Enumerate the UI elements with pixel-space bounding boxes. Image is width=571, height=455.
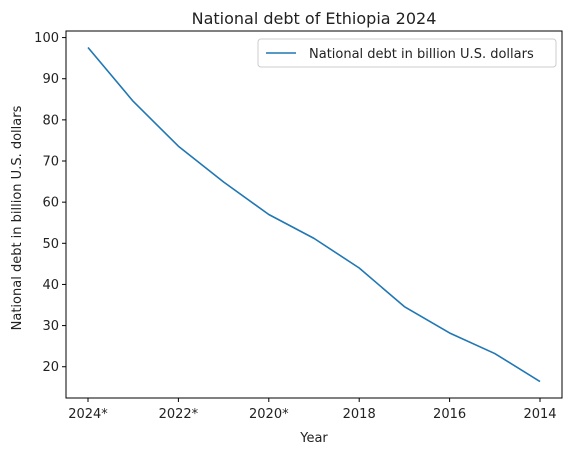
x-tick-label: 2014 xyxy=(523,407,556,422)
y-axis-label: National debt in billion U.S. dollars xyxy=(10,105,25,330)
y-tick-label: 90 xyxy=(42,72,59,87)
y-axis: 20 30 40 50 60 70 80 90 100 xyxy=(34,31,66,375)
chart-title: National debt of Ethiopia 2024 xyxy=(192,9,437,28)
series-line-national-debt xyxy=(87,46,541,383)
plot-area xyxy=(65,30,563,399)
y-tick-label: 30 xyxy=(42,319,59,334)
y-tick-label: 40 xyxy=(42,278,59,293)
x-tick-label: 2022* xyxy=(159,407,199,422)
y-tick-label: 100 xyxy=(34,31,59,46)
x-tick-label: 2018 xyxy=(343,407,376,422)
x-tick-label: 2020* xyxy=(249,407,289,422)
y-tick-label: 60 xyxy=(42,196,59,211)
legend-label: National debt in billion U.S. dollars xyxy=(309,47,534,62)
x-axis: 2024* 2022* 2020* 2018 2016 2014 xyxy=(68,398,557,422)
y-tick-label: 70 xyxy=(42,155,59,170)
y-tick-label: 50 xyxy=(42,237,59,252)
y-tick-label: 80 xyxy=(42,113,59,128)
x-axis-label: Year xyxy=(299,431,328,446)
legend-box xyxy=(257,38,557,68)
y-tick-label: 20 xyxy=(42,360,59,375)
legend: National debt in billion U.S. dollars xyxy=(257,38,557,68)
x-tick-label: 2016 xyxy=(433,407,466,422)
x-tick-label: 2024* xyxy=(68,407,108,422)
